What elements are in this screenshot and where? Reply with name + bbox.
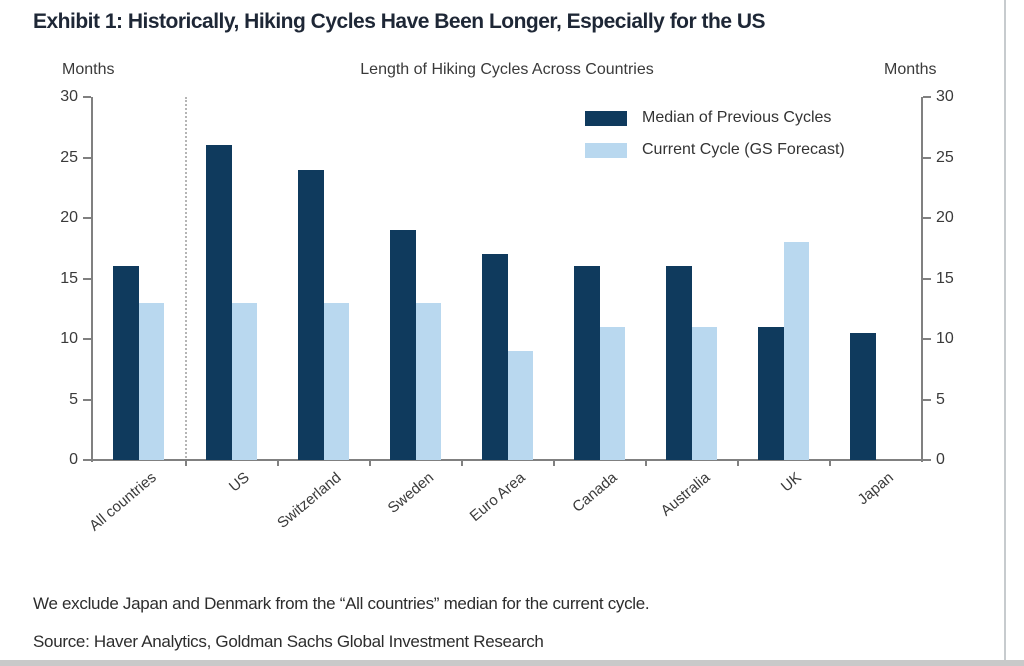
x-tick <box>737 461 739 466</box>
bar-previous-cycles <box>574 266 600 460</box>
y-tick-right <box>923 96 931 98</box>
y-tick-label-right: 5 <box>936 391 945 408</box>
legend-label-current-cycle: Current Cycle (GS Forecast) <box>642 141 845 158</box>
bar-previous-cycles <box>758 327 784 460</box>
legend-label-previous-cycles: Median of Previous Cycles <box>642 109 832 126</box>
exhibit-title: Exhibit 1: Historically, Hiking Cycles H… <box>33 10 766 33</box>
page-edge-divider <box>1004 0 1006 666</box>
y-tick-label-left: 25 <box>60 149 78 166</box>
x-axis-label: All countries <box>86 469 160 535</box>
legend-swatch-previous-cycles <box>585 110 627 126</box>
y-tick-label-left: 15 <box>60 270 78 287</box>
bar-current-cycle <box>324 303 349 460</box>
bar-current-cycle <box>232 303 257 460</box>
legend-row: Current Cycle (GS Forecast) <box>585 141 845 159</box>
bar-current-cycle <box>784 242 809 460</box>
chart-title: Length of Hiking Cycles Across Countries <box>360 61 654 78</box>
bar-previous-cycles <box>113 266 139 460</box>
y-tick-label-left: 20 <box>60 209 78 226</box>
x-axis-label: US <box>226 469 253 496</box>
bar-current-cycle <box>139 303 164 460</box>
x-tick <box>369 461 371 466</box>
bar-previous-cycles <box>666 266 692 460</box>
x-axis-label: Australia <box>657 469 713 520</box>
x-axis-label: Japan <box>854 469 897 509</box>
y-tick-label-left: 30 <box>60 88 78 105</box>
bar-previous-cycles <box>850 333 876 460</box>
y-tick-right <box>923 459 931 461</box>
chart-footnote: We exclude Japan and Denmark from the “A… <box>33 594 650 613</box>
right-axis-units-label: Months <box>884 61 937 78</box>
y-tick-label-right: 15 <box>936 270 954 287</box>
y-tick-left <box>83 399 91 401</box>
bar-current-cycle <box>692 327 717 460</box>
y-tick-label-right: 20 <box>936 209 954 226</box>
bar-previous-cycles <box>390 230 416 460</box>
y-tick-left <box>83 278 91 280</box>
x-tick <box>553 461 555 466</box>
legend: Median of Previous Cycles Current Cycle … <box>585 109 845 159</box>
y-tick-left <box>83 157 91 159</box>
y-tick-left <box>83 217 91 219</box>
y-tick-right <box>923 278 931 280</box>
bar-current-cycle <box>508 351 533 460</box>
bar-current-cycle <box>416 303 441 460</box>
x-axis <box>91 459 923 461</box>
y-tick-right <box>923 157 931 159</box>
bar-previous-cycles <box>482 254 508 460</box>
bar-previous-cycles <box>206 145 232 460</box>
y-tick-label-left: 5 <box>69 391 78 408</box>
legend-row: Median of Previous Cycles <box>585 109 845 127</box>
separator-dotted-line <box>185 97 187 458</box>
x-tick <box>185 461 187 466</box>
source-attribution: Source: Haver Analytics, Goldman Sachs G… <box>33 632 544 651</box>
x-tick <box>645 461 647 466</box>
bar-current-cycle <box>600 327 625 460</box>
legend-swatch-current-cycle <box>585 142 627 158</box>
y-tick-right <box>923 338 931 340</box>
x-axis-label: UK <box>778 469 805 496</box>
x-tick <box>829 461 831 466</box>
y-tick-label-right: 10 <box>936 330 954 347</box>
y-tick-right <box>923 399 931 401</box>
y-tick-left <box>83 459 91 461</box>
y-tick-label-right: 25 <box>936 149 954 166</box>
x-axis-label: Euro Area <box>466 469 529 525</box>
x-tick <box>277 461 279 466</box>
y-tick-label-left: 0 <box>69 451 78 468</box>
x-axis-label: Sweden <box>384 469 437 517</box>
y-tick-left <box>83 338 91 340</box>
x-tick <box>461 461 463 466</box>
left-axis-units-label: Months <box>62 61 115 78</box>
bar-previous-cycles <box>298 170 324 460</box>
y-tick-label-left: 10 <box>60 330 78 347</box>
y-tick-label-right: 0 <box>936 451 945 468</box>
y-tick-left <box>83 96 91 98</box>
page-bottom-edge <box>0 660 1024 666</box>
y-tick-right <box>923 217 931 219</box>
x-axis-label: Switzerland <box>274 469 345 532</box>
y-tick-label-right: 30 <box>936 88 954 105</box>
y-axis-right <box>921 97 923 462</box>
y-axis-left <box>91 97 93 462</box>
x-axis-label: Canada <box>569 469 621 516</box>
